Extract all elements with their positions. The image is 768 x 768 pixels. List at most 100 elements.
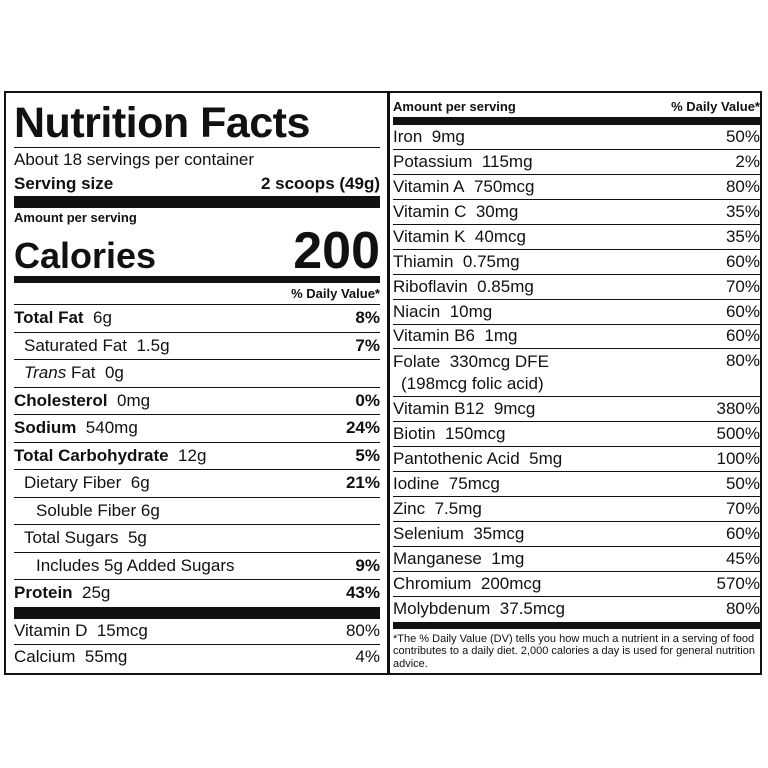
nutrient-dv: 100% — [716, 449, 760, 469]
nutrient-name: Protein — [14, 583, 73, 603]
vitamin-row-vitamin-d: Vitamin D 15mcg 80% — [14, 619, 380, 644]
nutrient-dv: 70% — [725, 499, 760, 519]
nutrient-amount: 6g — [140, 500, 160, 520]
nutrient-amount: 115mg — [481, 151, 533, 171]
nutrient-row-dietary-fiber: Dietary Fiber 6g 21% — [14, 469, 380, 497]
nutrient-row-iodine: Iodine 75mcg 50% — [393, 472, 760, 498]
nutrient-amount: 9mcg — [493, 399, 536, 419]
nutrient-dv: 2% — [735, 151, 760, 171]
nutrient-amount: 750mcg — [473, 176, 535, 196]
calories-label: Calories — [14, 235, 157, 276]
nutrient-name: Trans — [24, 363, 67, 383]
nutrient-dv: 35% — [725, 201, 760, 221]
nutrient-row-vitamin-k: Vitamin K 40mcg 35% — [393, 225, 760, 250]
nutrient-name: Sodium — [14, 418, 77, 438]
thick-rule-vitamins — [14, 606, 380, 619]
nutrient-dv: 60% — [725, 301, 760, 321]
nutrient-name: Zinc — [393, 499, 426, 519]
nutrient-dv: 43% — [345, 583, 380, 603]
nutrient-amount: 12g — [178, 445, 207, 465]
nutrient-dv: 24% — [345, 418, 380, 438]
nutrient-amount: 0.85mg — [477, 276, 534, 296]
nutrient-row-folate: Folate 330mcg DFE (198mcg folic acid) 80% — [393, 349, 760, 398]
nutrient-amount: 75mcg — [448, 474, 500, 494]
nutrient-name: Total Carbohydrate — [14, 445, 169, 465]
nutrient-name: Thiamin — [393, 251, 454, 271]
nutrient-row-manganese: Manganese 1mg 45% — [393, 547, 760, 572]
nutrient-dv: 50% — [725, 474, 760, 494]
nutrient-amount: 55mg — [84, 647, 128, 666]
nutrient-row-thiamin: Thiamin 0.75mg 60% — [393, 250, 760, 275]
nutrient-dv: 80% — [725, 351, 760, 371]
dv-header-rule — [14, 304, 380, 305]
nutrient-name: Chromium — [393, 573, 472, 593]
nutrient-dv: 570% — [716, 573, 760, 593]
nutrient-amount: 6g — [130, 473, 150, 493]
nutrient-row-vitamin-a: Vitamin A 750mcg 80% — [393, 175, 760, 200]
nutrient-name: Saturated Fat — [24, 335, 128, 355]
nutrient-row-selenium: Selenium 35mcg 60% — [393, 522, 760, 548]
nutrient-row-molybdenum: Molybdenum 37.5mcg 80% — [393, 597, 760, 622]
nutrient-row-trans-fat: Trans Fat 0g — [14, 359, 380, 387]
nutrient-name: Cholesterol — [14, 390, 108, 410]
nutrient-row-total-sugars: Total Sugars 5g — [14, 524, 380, 552]
nutrient-dv: 80% — [725, 176, 760, 196]
nutrient-dv: 5% — [355, 445, 380, 465]
right-column: Amount per serving % Daily Value* Iron 9… — [393, 93, 760, 670]
nutrient-row-iron: Iron 9mg 50% — [393, 125, 760, 150]
nutrient-name: Pantothenic Acid — [393, 449, 520, 469]
nutrient-dv: 8% — [355, 308, 380, 328]
nutrient-amount: 5mg — [529, 449, 563, 469]
nutrient-amount: 6g — [93, 308, 112, 328]
nutrient-row-potassium: Potassium 115mg 2% — [393, 150, 760, 175]
nutrient-name: Vitamin K — [393, 226, 466, 246]
nutrient-name: Soluble Fiber — [36, 500, 137, 520]
nutrient-name: Vitamin C — [393, 201, 467, 221]
nutrient-row-total-fat: Total Fat 6g 8% — [14, 305, 380, 332]
nutrient-name: Potassium — [393, 151, 473, 171]
nutrient-amount: 540mg — [85, 418, 138, 438]
nutrient-amount: 37.5mcg — [499, 599, 565, 619]
nutrient-dv: 50% — [725, 126, 760, 146]
nutrition-facts-panel: Nutrition Facts About 18 servings per co… — [4, 91, 762, 675]
right-header-amount: Amount per serving — [393, 98, 516, 114]
nutrient-name: Manganese — [393, 549, 482, 569]
nutrient-dv: 35% — [725, 226, 760, 246]
nutrient-name: Molybdenum — [393, 599, 491, 619]
nutrient-dv: 80% — [725, 599, 760, 619]
nutrient-dv: 4% — [355, 647, 380, 666]
nutrient-amount: 25g — [82, 583, 111, 603]
right-nutrient-list: Iron 9mg 50% Potassium 115mg 2% Vitamin A 75… — [393, 125, 760, 622]
calories-value: 200 — [293, 222, 380, 280]
nutrient-subnote: (198mcg folic acid) — [401, 374, 544, 394]
nutrient-row-saturated-fat: Saturated Fat 1.5g 7% — [14, 331, 380, 360]
right-header-dv: % Daily Value* — [671, 98, 760, 114]
right-header-rule — [393, 117, 760, 125]
nutrient-name: Dietary Fiber — [24, 473, 122, 493]
nutrient-amount: 9mg — [431, 126, 465, 146]
nutrient-row-total-carbohydrate: Total Carbohydrate 12g 5% — [14, 441, 380, 470]
title-rule — [14, 147, 380, 148]
nutrient-dv: 0% — [355, 390, 380, 410]
vitamin-row-calcium: Calcium 55mg 4% — [14, 643, 380, 670]
nutrient-name: Vitamin A — [393, 176, 465, 196]
nutrient-row-vitamin-b6: Vitamin B6 1mg 60% — [393, 325, 760, 350]
nutrient-row-sodium: Sodium 540mg 24% — [14, 414, 380, 442]
nutrient-amount: 200mcg — [480, 573, 542, 593]
nutrient-amount: 7.5mg — [434, 499, 482, 519]
nutrient-amount: 150mcg — [444, 424, 506, 444]
nutrient-row-zinc: Zinc 7.5mg 70% — [393, 497, 760, 523]
serving-size-value: 2 scoops (49g) — [260, 174, 380, 193]
nutrient-amount: 1.5g — [136, 335, 170, 355]
nutrient-amount: 0g — [104, 363, 124, 383]
nutrient-name: Riboflavin — [393, 276, 468, 296]
nutrient-name: Calcium — [14, 647, 76, 666]
serving-size-label: Serving size — [14, 174, 114, 193]
nutrient-dv: 500% — [716, 424, 760, 444]
nutrient-row-biotin: Biotin 150mcg 500% — [393, 422, 760, 448]
servings-per-container: About 18 servings per container — [14, 150, 255, 169]
nutrient-name: Total Fat — [14, 308, 84, 328]
daily-value-footnote: *The % Daily Value (DV) tells you how mu… — [393, 632, 755, 670]
nutrient-row-vitamin-b12: Vitamin B12 9mcg 380% — [393, 397, 760, 423]
nutrient-name: Niacin — [393, 301, 441, 321]
